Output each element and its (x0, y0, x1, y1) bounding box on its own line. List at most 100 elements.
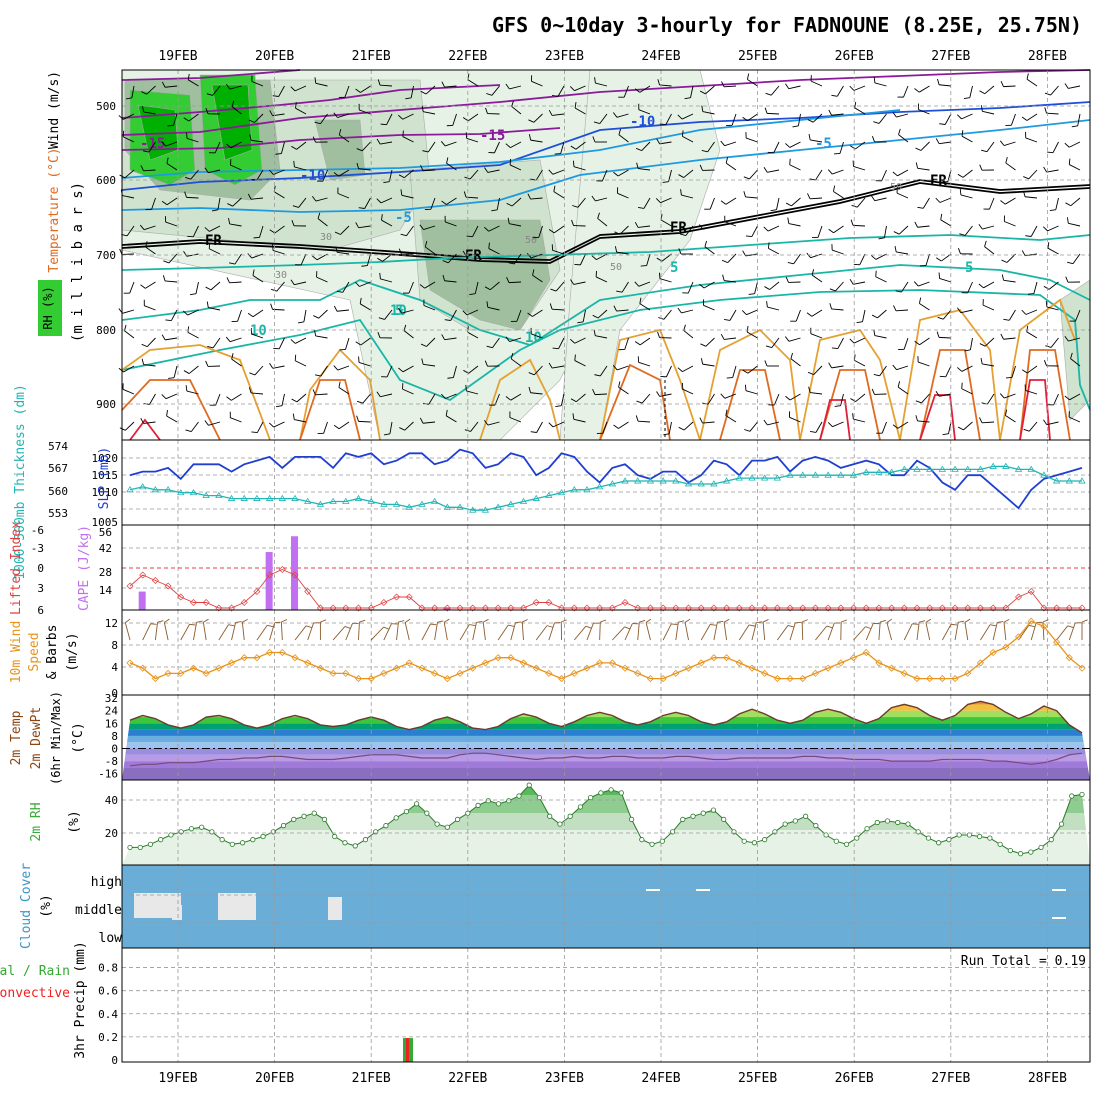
lifted-index-marker (938, 604, 946, 612)
thickness-marker (380, 500, 388, 507)
wind-barb-flag (681, 130, 684, 137)
wind-barb (939, 141, 952, 145)
precip-label-conv: Convective (0, 986, 70, 1001)
wind-barb-flag (530, 431, 537, 433)
wind-barb (984, 337, 995, 347)
wind-barb-flag (981, 149, 988, 153)
wind-label-3: & Barbs (45, 625, 60, 680)
wind-barb (187, 331, 199, 339)
wind-barb-flag (915, 415, 918, 422)
lifted-index-marker (126, 582, 134, 590)
lifted-index-marker (685, 604, 693, 612)
lifted-index-marker (799, 604, 807, 612)
wind-speed-marker (913, 675, 921, 683)
rh-marker (813, 823, 819, 829)
thickness-marker (773, 474, 782, 481)
wind-barb (920, 141, 930, 151)
wind-barb-flag (808, 133, 811, 141)
wind-label-2: Speed (27, 632, 42, 671)
wind-barb-flag (957, 367, 963, 372)
wind-barb (832, 169, 844, 175)
wind-speed-marker (735, 659, 743, 667)
wind-barb (939, 278, 952, 283)
wind-barb-flag (744, 429, 751, 432)
wind-barb (703, 281, 715, 289)
thickness-marker (925, 465, 934, 472)
wind-barb-flag (764, 286, 770, 290)
y-tick-label: 0 (111, 743, 118, 756)
wind-speed-marker (139, 664, 147, 672)
y-tick-label: 800 (96, 324, 116, 337)
wind-barb (445, 221, 457, 227)
wind-barb-flag (334, 231, 341, 235)
lifted-index-marker (1040, 604, 1048, 612)
wind-barb-flag (1047, 151, 1054, 154)
wind-speed-marker (786, 675, 794, 683)
upper-wind-label: Wind (m/s) (47, 71, 62, 149)
rh-marker (956, 832, 962, 838)
wind-barb (811, 274, 823, 283)
temperature-band (122, 729, 1090, 736)
wind-barb-flag (166, 410, 168, 417)
wind-barb (488, 248, 500, 255)
wind-barb-flag (684, 97, 691, 100)
wind-barb (833, 225, 844, 234)
y-tick-label: 3 (37, 582, 44, 595)
lifted-index-marker (329, 604, 337, 612)
wind-barb (552, 365, 565, 369)
wind-barb-flag (161, 141, 167, 147)
wind-barb (919, 303, 930, 311)
wind-barb-flag (270, 288, 277, 292)
rh-marker (762, 837, 768, 843)
wind-speed-marker (545, 669, 553, 677)
wind-barb (208, 307, 221, 311)
wind-barb-flag (725, 409, 728, 416)
wind-barb (773, 393, 780, 406)
wind-barb-flag (320, 619, 327, 623)
wind-barb-flag (445, 409, 448, 416)
rh-marker (721, 816, 727, 822)
thickness-marker (177, 488, 185, 496)
wind-barb (853, 166, 866, 171)
y-tick-label: 40 (105, 794, 118, 807)
wind-barb (404, 622, 410, 641)
wind-barb (548, 622, 555, 641)
wind-barb (1003, 141, 1016, 146)
temperature-contour (121, 127, 561, 151)
wind-barb-flag (1068, 158, 1071, 165)
wind-barb-flag (618, 381, 621, 388)
wind-barb (788, 223, 801, 227)
wind-barb-flag (157, 620, 164, 623)
wind-barb (746, 309, 758, 316)
wind-barb (751, 225, 758, 237)
wind-barb-flag (770, 209, 777, 212)
wind-barb-flag (765, 92, 772, 96)
wind-barb (1075, 309, 1081, 322)
wind-speed-marker (976, 659, 985, 667)
thickness-marker (811, 471, 820, 478)
wind-barb-flag (663, 433, 670, 436)
wind-barb (230, 417, 242, 423)
temperature-band (122, 704, 1090, 711)
wind-barb-flag (762, 619, 769, 623)
wind-barb (751, 622, 757, 641)
wind-barb (1028, 169, 1038, 180)
wind-barb (278, 85, 285, 97)
wind-barb-flag (312, 136, 316, 143)
wind-barb-flag (528, 119, 535, 123)
wind-barb-flag (356, 148, 363, 152)
wind-barb (381, 219, 393, 227)
wind-barb (165, 393, 178, 400)
wind-barb (165, 85, 178, 88)
wind-barb-flag (572, 413, 575, 420)
wind-barb (745, 253, 758, 257)
wind-barb-flag (917, 206, 924, 209)
wind-barb-flag (184, 191, 187, 198)
wind-barb-flag (405, 97, 412, 100)
wind-barb (339, 134, 350, 143)
wind-barb-flag (185, 385, 188, 392)
thickness-marker (570, 486, 578, 493)
wind-barb-flag (1043, 166, 1048, 173)
wind-barb (1018, 624, 1030, 641)
wind-barb-flag (662, 181, 669, 183)
